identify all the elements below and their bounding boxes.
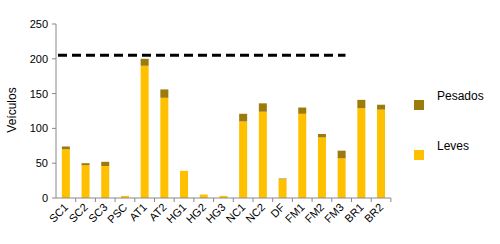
x-tick-label: PSC [105, 201, 130, 226]
x-tick [233, 198, 234, 202]
bar-segment [318, 137, 326, 198]
x-tick-label: HG2 [184, 201, 208, 225]
bar-segment [357, 100, 365, 108]
bar-segment [180, 171, 188, 198]
bar-segment [338, 158, 346, 198]
x-tick [371, 198, 372, 202]
bar-segment [121, 195, 129, 196]
x-tick [292, 198, 293, 202]
bar-segment [141, 66, 149, 198]
x-tick-label: SC3 [86, 201, 110, 225]
bar-segment [62, 149, 70, 198]
y-tick-label: 200 [30, 53, 48, 65]
bar-segment [62, 146, 70, 149]
bar-segment [357, 108, 365, 198]
bar-segment [377, 105, 385, 110]
x-tick-label: NC1 [224, 201, 248, 225]
x-tick-label: FM1 [283, 201, 307, 225]
x-tick-label: BR1 [342, 201, 366, 225]
bar-segment [200, 195, 208, 198]
x-tick [75, 198, 76, 202]
x-tick-label: NC2 [243, 201, 267, 225]
y-tick [52, 93, 56, 94]
bars [62, 59, 385, 198]
bar-segment [82, 165, 90, 198]
bar-segment [141, 59, 149, 66]
bar-segment [338, 151, 346, 159]
y-tick-label: 100 [30, 122, 48, 134]
bar-segment [298, 108, 306, 114]
legend-label: Leves [437, 139, 469, 153]
x-tick-label: FM3 [322, 201, 346, 225]
x-tick [174, 198, 175, 202]
x-tick [390, 198, 391, 202]
chart-svg: 050100150200250VeículosSC1SC2SC3PSCAT1AT… [0, 0, 500, 244]
x-tick-label: BR2 [362, 201, 386, 225]
legend-label: Pesados [437, 89, 484, 103]
y-tick [52, 128, 56, 129]
x-tick-label: HG3 [203, 201, 227, 225]
x-tick-label: HG1 [164, 201, 188, 225]
bar-segment [101, 166, 109, 198]
y-axis-line [56, 24, 57, 198]
x-tick-label: AT1 [127, 201, 149, 223]
x-tick [134, 198, 135, 202]
bar-segment [279, 179, 287, 198]
bar-segment [239, 121, 247, 198]
x-axis-line [56, 198, 391, 199]
x-tick-label: FM2 [302, 201, 326, 225]
x-tick [95, 198, 96, 202]
reference-line [58, 54, 346, 57]
y-tick-label: 250 [30, 18, 48, 30]
bar-segment [318, 134, 326, 137]
x-tick [154, 198, 155, 202]
bar-segment [279, 178, 287, 180]
y-tick [52, 24, 56, 25]
x-tick-label: SC2 [66, 201, 90, 225]
x-tick [351, 198, 352, 202]
y-tick [52, 163, 56, 164]
bar-segment [377, 110, 385, 198]
x-tick [253, 198, 254, 202]
chart-container: 050100150200250VeículosSC1SC2SC3PSCAT1AT… [0, 0, 500, 244]
x-tick-label: SC1 [47, 201, 71, 225]
x-tick [115, 198, 116, 202]
bar-segment [160, 89, 168, 97]
bar-segment [200, 194, 208, 195]
x-tick [213, 198, 214, 202]
bar-segment [298, 114, 306, 198]
bar-segment [219, 195, 227, 196]
legend-swatch [414, 100, 424, 110]
legend-swatch [414, 150, 424, 160]
bar-segment [180, 170, 188, 171]
bar-segment [259, 103, 267, 111]
bar-segment [82, 163, 90, 165]
legend: Pesados Leves [414, 89, 484, 160]
x-tick [193, 198, 194, 202]
bar-segment [239, 114, 247, 122]
bar-segment [101, 162, 109, 166]
x-tick [272, 198, 273, 202]
x-tick [331, 198, 332, 202]
y-tick [52, 58, 56, 59]
y-axis-label: Veículos [5, 87, 19, 132]
y-tick-label: 50 [36, 157, 48, 169]
x-tick [312, 198, 313, 202]
y-tick-label: 150 [30, 88, 48, 100]
bar-segment [259, 112, 267, 198]
bar-segment [160, 98, 168, 198]
y-tick-label: 0 [42, 192, 48, 204]
y-tick [52, 198, 56, 199]
